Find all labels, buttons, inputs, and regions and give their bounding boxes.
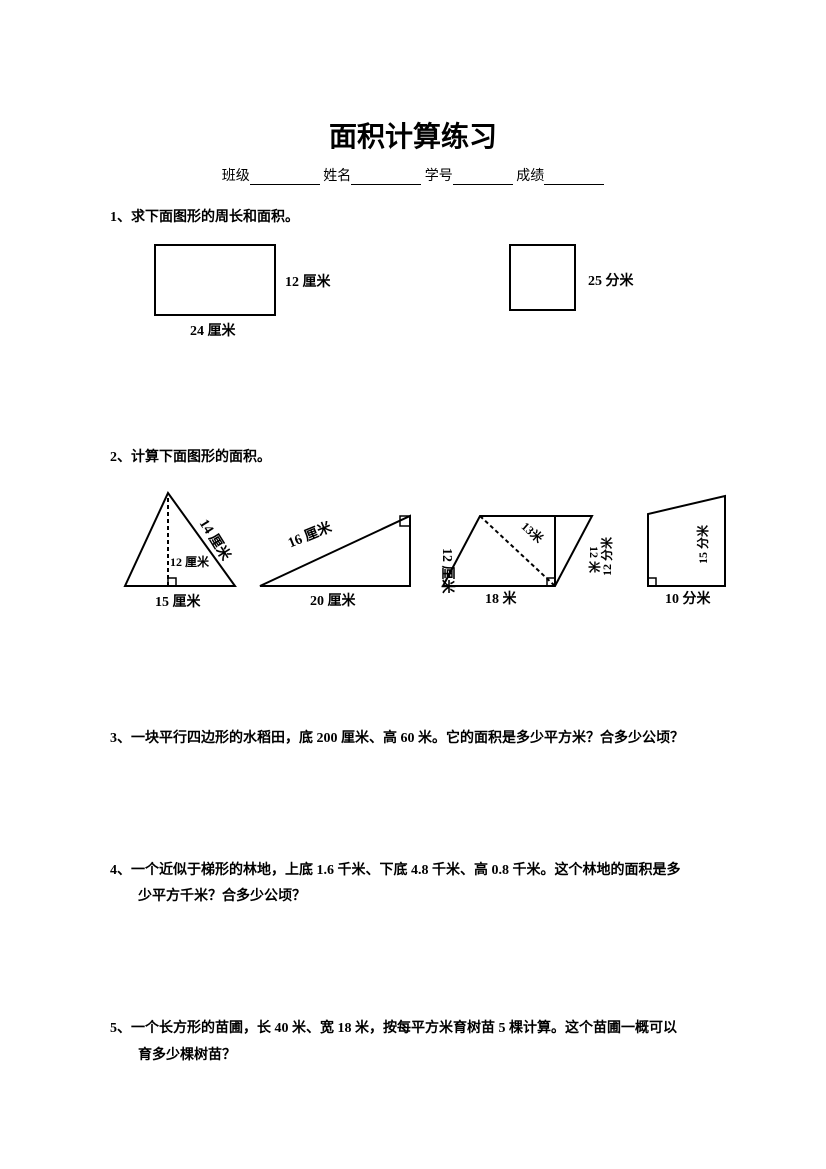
tri2-hyp: 16 厘米 bbox=[285, 518, 334, 551]
score-label: 成绩 bbox=[516, 165, 544, 185]
class-blank bbox=[250, 169, 320, 185]
header-row: 班级 姓名 学号 成绩 bbox=[110, 165, 716, 185]
trapezoid: 12 分米 15 分米 10 分米 bbox=[599, 496, 725, 607]
q1-figures: 12 厘米 24 厘米 25 分米 bbox=[110, 240, 716, 345]
triangle2: 16 厘米 12 厘米 20 厘米 bbox=[260, 516, 456, 609]
id-blank bbox=[453, 169, 513, 185]
q3-workspace bbox=[110, 763, 716, 858]
trap-bottom: 10 分米 bbox=[665, 590, 711, 607]
q4-line1: 4、一个近似于梯形的林地，上底 1.6 千米、下底 4.8 千米、高 0.8 千… bbox=[110, 858, 716, 885]
q4-line2: 少平方千米？合多少公顷？ bbox=[110, 884, 716, 911]
id-label: 学号 bbox=[425, 165, 453, 185]
q2-text: 2、计算下面图形的面积。 bbox=[110, 445, 716, 472]
square-label: 25 分米 bbox=[588, 272, 634, 289]
parallelogram: 13米 12 米 18 米 bbox=[443, 516, 602, 607]
para-base: 18 米 bbox=[485, 590, 518, 607]
trap-left: 12 分米 bbox=[599, 536, 614, 576]
q2-figures: 14 厘米 12 厘米 15 厘米 16 厘米 12 厘米 20 厘米 13米 … bbox=[110, 481, 716, 616]
para-diag: 13米 bbox=[519, 519, 548, 547]
tri2-base: 20 厘米 bbox=[310, 592, 356, 609]
name-label: 姓名 bbox=[323, 165, 351, 185]
name-blank bbox=[351, 169, 421, 185]
q1-svg: 12 厘米 24 厘米 25 分米 bbox=[110, 240, 730, 345]
square-shape bbox=[510, 245, 575, 310]
class-label: 班级 bbox=[222, 165, 250, 185]
q2-svg: 14 厘米 12 厘米 15 厘米 16 厘米 12 厘米 20 厘米 13米 … bbox=[110, 481, 750, 616]
trap-right: 15 分米 bbox=[695, 524, 710, 564]
tri2-height: 12 厘米 bbox=[439, 548, 456, 594]
rectangle-shape bbox=[155, 245, 275, 315]
tri1-height: 12 厘米 bbox=[170, 554, 210, 569]
q3-text: 3、一块平行四边形的水稻田，底 200 厘米、高 60 米。它的面积是多少平方米… bbox=[110, 726, 716, 753]
triangle1: 14 厘米 12 厘米 15 厘米 bbox=[125, 493, 235, 610]
q4-workspace bbox=[110, 921, 716, 1016]
page-title: 面积计算练习 bbox=[110, 115, 716, 155]
rect-w-label: 24 厘米 bbox=[190, 322, 236, 339]
tri1-base: 15 厘米 bbox=[155, 593, 201, 610]
rect-h-label: 12 厘米 bbox=[285, 273, 331, 290]
q5-line2: 育多少棵树苗？ bbox=[110, 1043, 716, 1070]
score-blank bbox=[544, 169, 604, 185]
q1-text: 1、求下面图形的周长和面积。 bbox=[110, 205, 716, 232]
q5-line1: 5、一个长方形的苗圃，长 40 米、宽 18 米，按每平方米育树苗 5 棵计算。… bbox=[110, 1016, 716, 1043]
